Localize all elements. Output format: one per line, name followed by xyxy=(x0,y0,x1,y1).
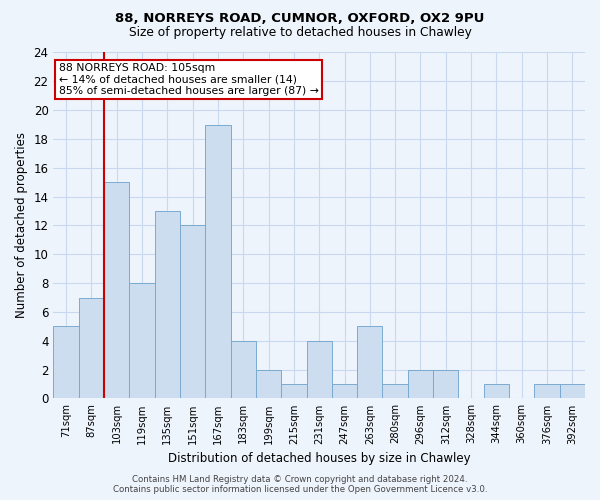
Bar xyxy=(130,283,155,399)
X-axis label: Distribution of detached houses by size in Chawley: Distribution of detached houses by size … xyxy=(168,452,470,465)
Bar xyxy=(230,341,256,398)
Bar xyxy=(53,326,79,398)
Bar xyxy=(408,370,433,398)
Bar xyxy=(307,341,332,398)
Bar xyxy=(79,298,104,398)
Bar xyxy=(155,211,180,398)
Bar xyxy=(484,384,509,398)
Text: 88, NORREYS ROAD, CUMNOR, OXFORD, OX2 9PU: 88, NORREYS ROAD, CUMNOR, OXFORD, OX2 9P… xyxy=(115,12,485,26)
Bar xyxy=(180,226,205,398)
Text: Contains HM Land Registry data © Crown copyright and database right 2024.
Contai: Contains HM Land Registry data © Crown c… xyxy=(113,474,487,494)
Bar xyxy=(560,384,585,398)
Bar xyxy=(433,370,458,398)
Bar xyxy=(332,384,357,398)
Bar xyxy=(205,124,230,398)
Bar xyxy=(535,384,560,398)
Bar xyxy=(256,370,281,398)
Bar xyxy=(357,326,382,398)
Text: Size of property relative to detached houses in Chawley: Size of property relative to detached ho… xyxy=(128,26,472,39)
Bar xyxy=(281,384,307,398)
Bar xyxy=(382,384,408,398)
Bar xyxy=(104,182,130,398)
Text: 88 NORREYS ROAD: 105sqm
← 14% of detached houses are smaller (14)
85% of semi-de: 88 NORREYS ROAD: 105sqm ← 14% of detache… xyxy=(59,63,319,96)
Y-axis label: Number of detached properties: Number of detached properties xyxy=(15,132,28,318)
